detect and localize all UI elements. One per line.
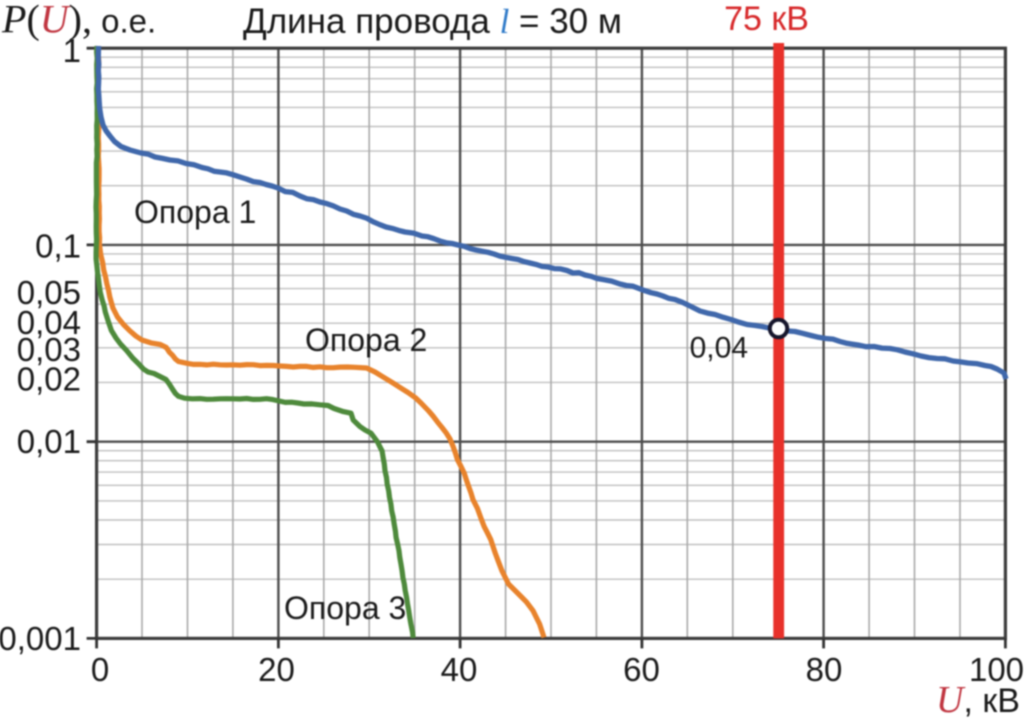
- svg-text:60: 60: [623, 651, 660, 688]
- svg-text:0: 0: [91, 651, 109, 688]
- svg-text:U, кВ: U, кВ: [936, 679, 1020, 721]
- svg-text:0,04: 0,04: [690, 332, 748, 365]
- svg-text:0,1: 0,1: [35, 228, 81, 265]
- svg-text:P(U), о.е.: P(U), о.е.: [1, 0, 156, 42]
- svg-text:0,01: 0,01: [17, 423, 81, 460]
- svg-text:Длина провода l = 30 м: Длина провода l = 30 м: [243, 2, 622, 41]
- svg-text:0,05: 0,05: [17, 274, 81, 311]
- svg-text:1: 1: [63, 32, 81, 69]
- svg-text:Опора 3: Опора 3: [284, 590, 406, 626]
- svg-text:40: 40: [441, 651, 478, 688]
- svg-text:0,04: 0,04: [17, 304, 81, 341]
- svg-text:Опора 2: Опора 2: [305, 322, 427, 358]
- svg-text:Опора 1: Опора 1: [134, 194, 256, 230]
- svg-text:20: 20: [258, 651, 295, 688]
- svg-text:0,03: 0,03: [17, 331, 81, 368]
- svg-text:0,02: 0,02: [17, 361, 81, 398]
- svg-text:100: 100: [969, 651, 1024, 688]
- svg-text:80: 80: [806, 651, 843, 688]
- svg-text:0,001: 0,001: [0, 620, 81, 657]
- svg-text:75 кВ: 75 кВ: [724, 0, 809, 38]
